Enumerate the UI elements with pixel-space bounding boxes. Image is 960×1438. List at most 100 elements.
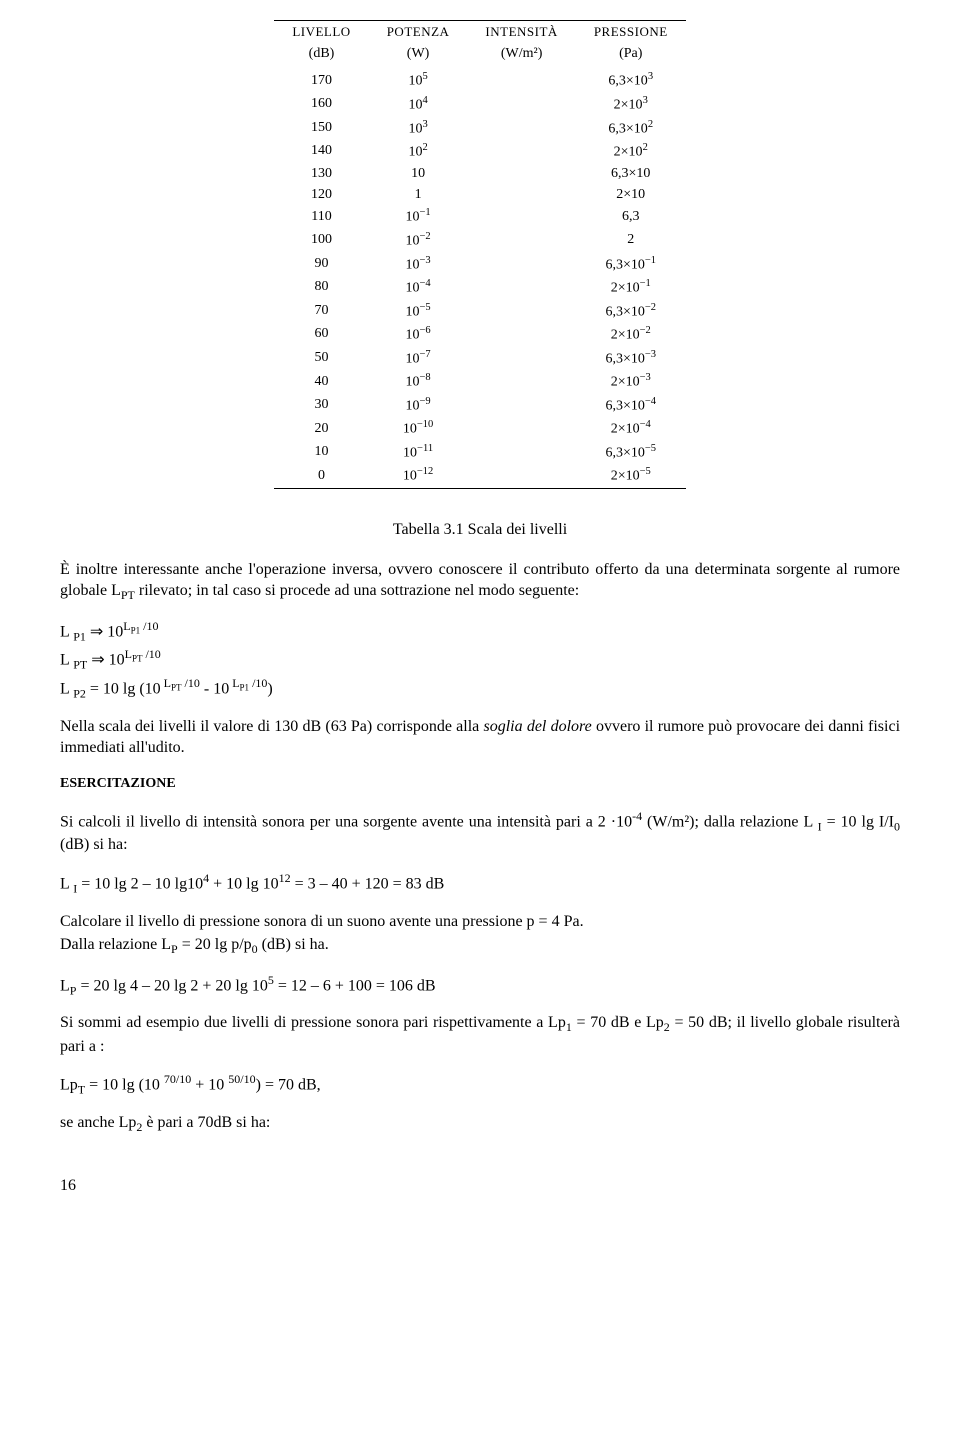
- text: L: [123, 619, 130, 633]
- exponent: 12: [279, 871, 291, 885]
- text: = 10 lg I/I: [822, 813, 894, 830]
- subscript: P1: [73, 629, 86, 643]
- text: L: [60, 977, 70, 994]
- subscript: P1: [240, 682, 250, 692]
- text: L: [229, 676, 239, 690]
- text: rilevato; in tal caso si procede ad una …: [135, 582, 579, 599]
- subscript: 0: [894, 819, 900, 833]
- cell-pressure: 6,3×10−5: [576, 441, 686, 465]
- col-intensita-unit: (W/m²): [467, 43, 575, 70]
- text: = 70 dB e Lp: [572, 1014, 664, 1031]
- text: Nella scala dei livelli il valore di 130…: [60, 718, 484, 735]
- col-pressione-unit: (Pa): [576, 43, 686, 70]
- cell-pressure: 6,3×103: [576, 69, 686, 93]
- text: /10: [142, 647, 160, 661]
- text: /10: [140, 619, 158, 633]
- exercise-paragraph-5: se anche Lp2 è pari a 70dB si ha:: [60, 1112, 900, 1135]
- cell-intensity: [467, 347, 575, 371]
- table-row: 4010−82×10−3: [274, 370, 685, 394]
- cell-power: 103: [369, 117, 468, 141]
- text: = 20 lg 4 – 20 lg 2 + 20 lg 10: [76, 977, 267, 994]
- text: L: [60, 652, 73, 669]
- subscript: PT: [121, 588, 135, 602]
- cell-power: 1: [369, 185, 468, 206]
- text: Si calcoli il livello di intensità sonor…: [60, 813, 632, 830]
- paragraph-1: È inoltre interessante anche l'operazion…: [60, 559, 900, 604]
- text: = 3 – 40 + 120 = 83 dB: [291, 875, 445, 892]
- text: L: [60, 875, 73, 892]
- table-row: 1010−11 6,3×10−5: [274, 441, 685, 465]
- sound-levels-table: LIVELLO POTENZA INTENSITÀ PRESSIONE (dB)…: [274, 20, 685, 489]
- table-row: 10010−22: [274, 229, 685, 253]
- formula-line: L P2 = 10 lg (10 LPT /10 - 10 LP1 /10): [60, 675, 900, 702]
- cell-power: 10−11: [369, 441, 468, 465]
- exercise-formula-1: L I = 10 lg 2 – 10 lg104 + 10 lg 1012 = …: [60, 870, 900, 897]
- table-row: 12012×10: [274, 185, 685, 206]
- col-livello-label: LIVELLO: [274, 21, 368, 43]
- col-potenza-unit: (W): [369, 43, 468, 70]
- table-row: 010−122×10−5: [274, 464, 685, 488]
- subscript: P: [171, 943, 178, 957]
- cell-level: 80: [274, 276, 368, 300]
- cell-power: 10−3: [369, 253, 468, 277]
- exercise-paragraph-3: Dalla relazione LP = 20 lg p/p0 (dB) si …: [60, 934, 900, 957]
- subscript: PT: [132, 654, 143, 664]
- cell-level: 150: [274, 117, 368, 141]
- exponent: LP1 /10: [123, 619, 158, 633]
- cell-level: 60: [274, 323, 368, 347]
- cell-pressure: 6,3×10−1: [576, 253, 686, 277]
- subscript: P1: [131, 625, 141, 635]
- cell-pressure: 6,3×10−3: [576, 347, 686, 371]
- cell-level: 10: [274, 441, 368, 465]
- cell-intensity: [467, 229, 575, 253]
- table-row: 11010−16,3: [274, 205, 685, 229]
- cell-pressure: 2×10−2: [576, 323, 686, 347]
- cell-intensity: [467, 93, 575, 117]
- text: = 12 – 6 + 100 = 106 dB: [274, 977, 436, 994]
- table-caption: Tabella 3.1 Scala dei livelli: [60, 519, 900, 541]
- exercise-paragraph-2: Calcolare il livello di pressione sonora…: [60, 911, 900, 933]
- cell-power: 10−7: [369, 347, 468, 371]
- cell-intensity: [467, 205, 575, 229]
- cell-level: 70: [274, 300, 368, 324]
- table-row: 1701056,3×103: [274, 69, 685, 93]
- cell-intensity: [467, 117, 575, 141]
- exercise-formula-3: LpT = 10 lg (10 70/10 + 10 50/10) = 70 d…: [60, 1071, 900, 1098]
- cell-level: 130: [274, 164, 368, 185]
- cell-power: 10−5: [369, 300, 468, 324]
- text: ⇒ 10: [86, 623, 123, 640]
- cell-intensity: [467, 276, 575, 300]
- text: ): [267, 680, 272, 697]
- cell-level: 90: [274, 253, 368, 277]
- text: /10: [182, 676, 200, 690]
- text: è pari a 70dB si ha:: [142, 1114, 270, 1131]
- table-row: 1501036,3×102: [274, 117, 685, 141]
- table-row: 1401022×102: [274, 140, 685, 164]
- cell-power: 10−4: [369, 276, 468, 300]
- page-number: 16: [60, 1175, 900, 1197]
- cell-power: 104: [369, 93, 468, 117]
- cell-pressure: 6,3×10−2: [576, 300, 686, 324]
- formula-block-1: L P1 ⇒ 10LP1 /10 L PT ⇒ 10LPT /10 L P2 =…: [60, 618, 900, 702]
- cell-power: 10−1: [369, 205, 468, 229]
- col-pressione-label: PRESSIONE: [576, 21, 686, 43]
- cell-level: 20: [274, 417, 368, 441]
- formula-line: L P1 ⇒ 10LP1 /10: [60, 618, 900, 645]
- cell-power: 10−12: [369, 464, 468, 488]
- section-heading-esercitazione: ESERCITAZIONE: [60, 775, 900, 794]
- subscript: P2: [73, 686, 86, 700]
- text: ) = 70 dB,: [256, 1077, 321, 1094]
- table-row: 8010−42×10−1: [274, 276, 685, 300]
- cell-level: 120: [274, 185, 368, 206]
- paragraph-2: Nella scala dei livelli il valore di 130…: [60, 716, 900, 759]
- cell-power: 10−8: [369, 370, 468, 394]
- text: Dalla relazione L: [60, 936, 171, 953]
- cell-level: 170: [274, 69, 368, 93]
- cell-intensity: [467, 253, 575, 277]
- table-row: 6010−62×10−2: [274, 323, 685, 347]
- cell-intensity: [467, 300, 575, 324]
- cell-intensity: [467, 185, 575, 206]
- text: L: [60, 623, 73, 640]
- text: Lp: [60, 1077, 78, 1094]
- text: (W/m²); dalla relazione L: [642, 813, 818, 830]
